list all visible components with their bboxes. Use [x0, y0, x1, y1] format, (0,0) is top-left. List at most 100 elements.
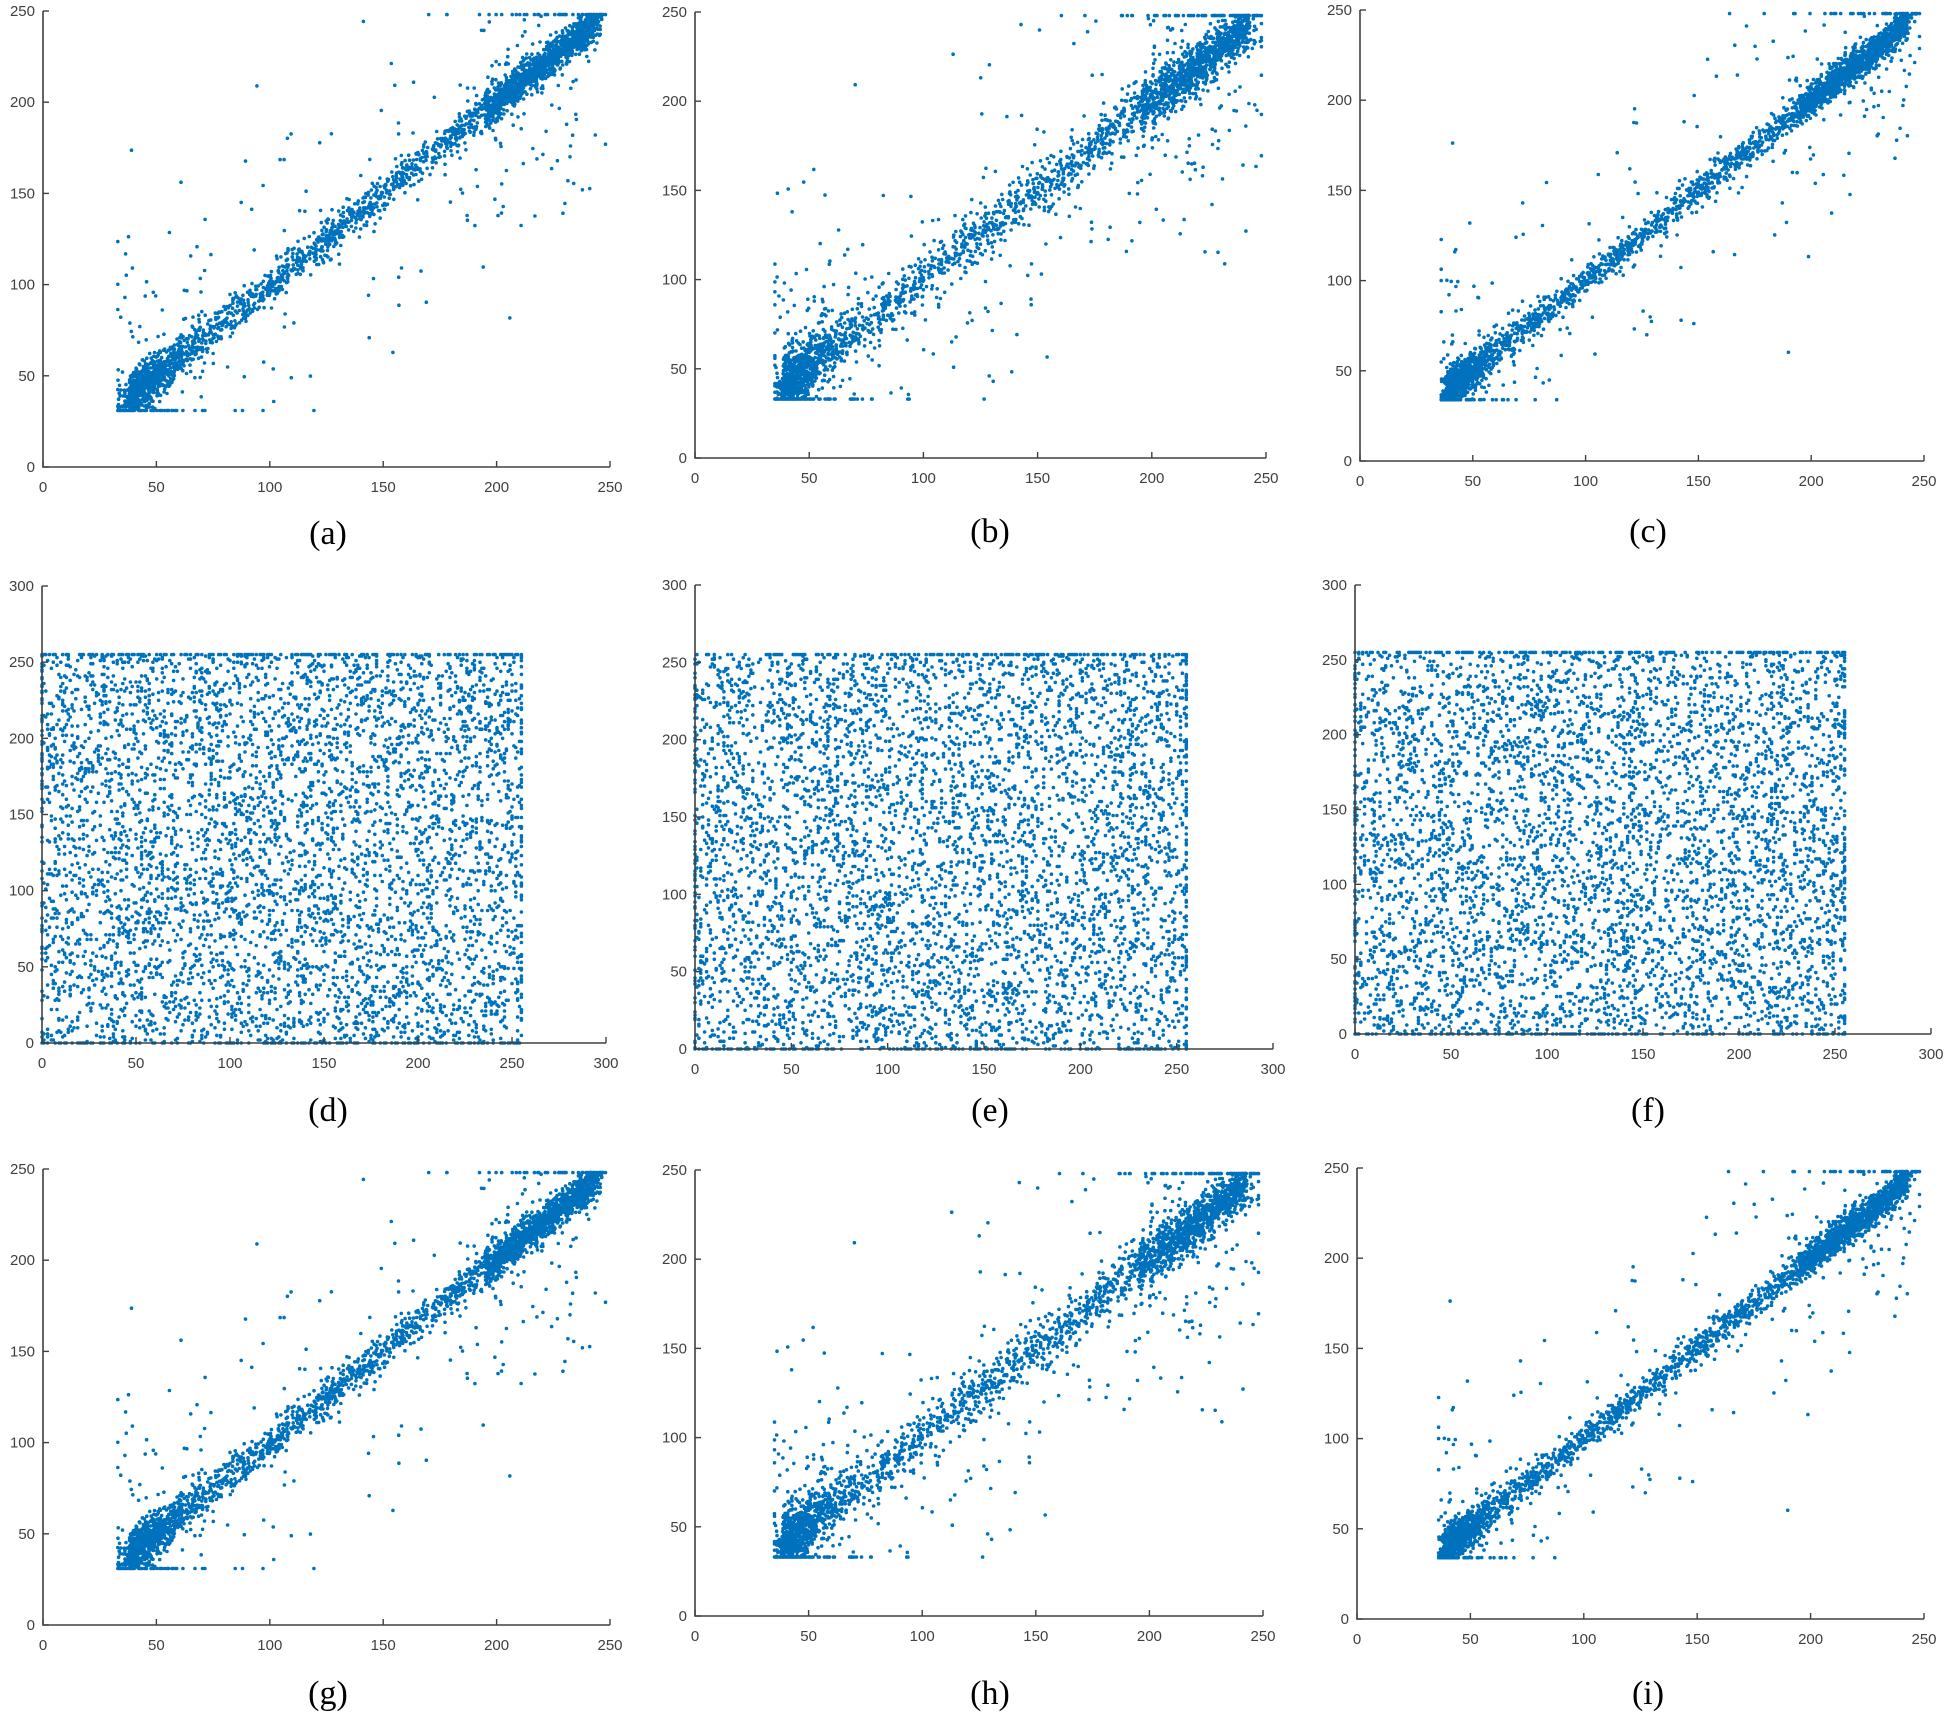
x-tick-label: 250: [597, 479, 622, 496]
x-tick-label: 200: [484, 1637, 509, 1654]
x-tick-label: 0: [39, 479, 47, 496]
scatter-plot-c: 0 50 100 150 200 250 0 50 100 150 200 250: [1327, 2, 1937, 490]
x-tick-label: 200: [405, 1055, 430, 1072]
y-tick-label: 50: [18, 1526, 35, 1543]
y-tick-label: 150: [662, 1340, 687, 1357]
y-tick-label: 250: [1327, 2, 1352, 19]
y-tick-label: 200: [1324, 1250, 1349, 1267]
x-tick-label: 150: [311, 1055, 336, 1072]
scatter-points: [772, 1171, 1261, 1559]
scatter-points: [773, 13, 1264, 401]
x-tick-label: 200: [1137, 1628, 1162, 1645]
x-tick-label: 300: [1260, 1061, 1285, 1078]
y-tick-label: 100: [10, 277, 35, 294]
y-tick-label: 300: [1322, 577, 1347, 594]
x-tick-label: 200: [1726, 1046, 1751, 1063]
scatter-points: [693, 652, 1189, 1051]
scatter-panel-h: 0 50 100 150 200 250 0 50 100 150 200 250: [662, 1162, 1276, 1645]
scatter-plot-d: 0 50 100 150 200 250 300 0 50 100 150 200 250 300: [9, 578, 619, 1072]
y-tick-label: 250: [10, 1161, 35, 1178]
x-tick-label: 200: [484, 479, 509, 496]
x-tick-label: 250: [597, 1637, 622, 1654]
caption-g: (g): [308, 1675, 348, 1712]
x-tick-label: 200: [1799, 473, 1824, 490]
x-tick-label: 0: [691, 1061, 699, 1078]
x-tick-label: 250: [1911, 1631, 1936, 1648]
y-tick-label: 50: [670, 361, 687, 378]
y-tick-label: 250: [662, 1162, 687, 1179]
x-tick-label: 150: [1025, 470, 1050, 487]
caption-b: (b): [970, 513, 1010, 550]
y-tick-label: 100: [9, 883, 34, 900]
scatter-plot-b: 0 50 100 150 200 250 0 50 100 150 200 250: [662, 4, 1279, 487]
y-tick-label: 250: [662, 654, 687, 671]
x-tick-label: 150: [371, 1637, 396, 1654]
y-tick-label: 300: [662, 577, 687, 594]
x-tick-label: 100: [875, 1061, 900, 1078]
y-tick-label: 200: [9, 730, 34, 747]
y-tick-label: 100: [662, 272, 687, 289]
scatter-panel-a: 0 50 100 150 200 250 0 50 100 150 200 250: [10, 3, 623, 496]
y-tick-label: 150: [10, 1343, 35, 1360]
scatter-plot-e: 0 50 100 150 200 250 300 0 50 100 150 200 250 300: [662, 577, 1286, 1078]
y-tick-label: 50: [670, 964, 687, 981]
y-tick-label: 100: [1327, 273, 1352, 290]
y-tick-label: 0: [27, 1617, 35, 1634]
scatter-plot-i: 0 50 100 150 200 250 0 50 100 150 200 250: [1324, 1160, 1937, 1648]
scatter-points: [116, 1170, 608, 1571]
scatter-plot-g: 0 50 100 150 200 250 0 50 100 150 200 250: [10, 1161, 623, 1654]
x-tick-label: 200: [1139, 470, 1164, 487]
x-tick-label: 250: [1253, 470, 1278, 487]
x-tick-label: 100: [257, 1637, 282, 1654]
y-tick-label: 150: [1327, 182, 1352, 199]
y-tick-label: 250: [1322, 652, 1347, 669]
x-tick-label: 0: [1356, 473, 1364, 490]
scatter-points: [1436, 1169, 1922, 1560]
x-tick-label: 50: [801, 470, 818, 487]
x-tick-label: 250: [499, 1055, 524, 1072]
y-tick-label: 150: [1324, 1340, 1349, 1357]
x-tick-label: 50: [1443, 1046, 1460, 1063]
y-tick-label: 250: [9, 654, 34, 671]
x-tick-label: 50: [128, 1055, 145, 1072]
scatter-plot-a: 0 50 100 150 200 250 0 50 100 150 200 250: [10, 3, 623, 496]
y-tick-label: 100: [662, 1430, 687, 1447]
scatter-panel-e: 0 50 100 150 200 250 300 0 50 100 150 200 250 300: [662, 577, 1286, 1078]
scatter-points: [40, 652, 524, 1045]
x-tick-label: 50: [1462, 1631, 1479, 1648]
x-tick-label: 150: [1686, 473, 1711, 490]
scatter-points: [1439, 11, 1922, 402]
x-tick-label: 150: [1630, 1046, 1655, 1063]
caption-a: (a): [309, 515, 347, 552]
x-tick-label: 100: [1534, 1046, 1559, 1063]
x-tick-label: 100: [910, 1628, 935, 1645]
x-tick-label: 150: [1023, 1628, 1048, 1645]
x-tick-label: 250: [1164, 1061, 1189, 1078]
y-tick-label: 0: [679, 1041, 687, 1058]
x-tick-label: 300: [593, 1055, 618, 1072]
scatter-points: [116, 12, 608, 413]
y-tick-label: 250: [10, 3, 35, 20]
x-tick-label: 100: [257, 479, 282, 496]
y-tick-label: 0: [26, 1035, 34, 1052]
scatter-panel-b: 0 50 100 150 200 250 0 50 100 150 200 250: [662, 4, 1279, 487]
y-tick-label: 0: [27, 459, 35, 476]
y-tick-label: 0: [1341, 1611, 1349, 1628]
scatter-panel-c: 0 50 100 150 200 250 0 50 100 150 200 250: [1327, 2, 1937, 490]
x-tick-label: 200: [1068, 1061, 1093, 1078]
y-tick-label: 0: [1339, 1026, 1347, 1043]
y-tick-label: 0: [679, 1608, 687, 1625]
y-tick-label: 100: [1324, 1431, 1349, 1448]
x-tick-label: 0: [38, 1055, 46, 1072]
x-tick-label: 150: [1685, 1631, 1710, 1648]
x-tick-label: 300: [1918, 1046, 1943, 1063]
y-tick-label: 50: [1330, 951, 1347, 968]
y-tick-label: 300: [9, 578, 34, 595]
y-tick-label: 0: [1344, 453, 1352, 470]
y-tick-label: 200: [662, 93, 687, 110]
y-tick-label: 150: [9, 807, 34, 824]
x-tick-label: 100: [217, 1055, 242, 1072]
y-tick-label: 0: [679, 450, 687, 467]
x-tick-label: 50: [800, 1628, 817, 1645]
x-tick-label: 200: [1798, 1631, 1823, 1648]
